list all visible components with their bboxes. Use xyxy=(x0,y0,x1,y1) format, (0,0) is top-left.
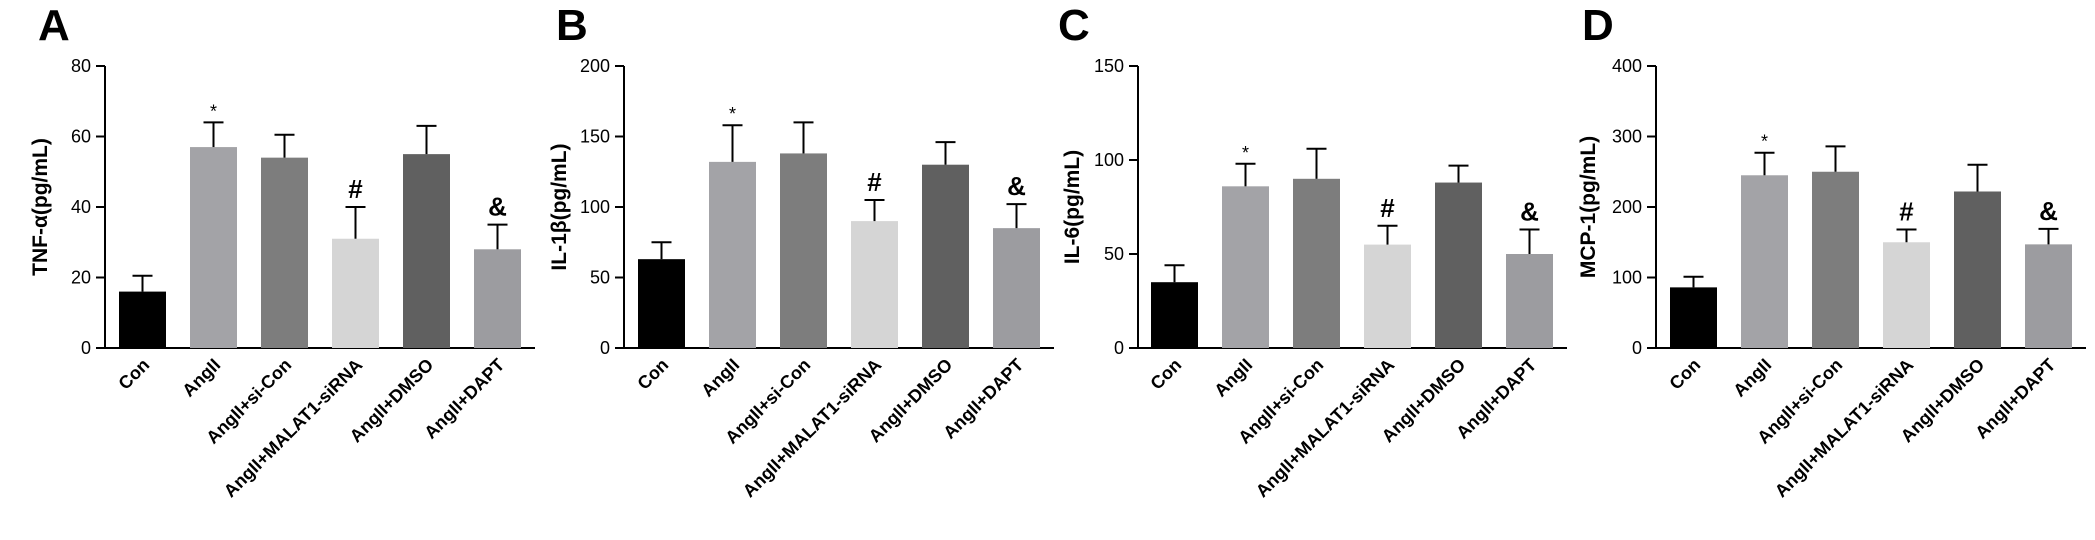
bar xyxy=(1670,287,1717,348)
significance-marker: & xyxy=(1007,171,1026,201)
x-tick-label: AngII+MALAT1-siRNA xyxy=(220,355,366,501)
bar xyxy=(332,238,379,348)
significance-marker: # xyxy=(1380,193,1395,223)
y-tick-label: 50 xyxy=(590,268,610,288)
panel-letter: A xyxy=(38,1,70,50)
y-tick-label: 0 xyxy=(600,338,610,358)
x-tick-label: Con xyxy=(1146,355,1185,394)
x-tick-label: AngII xyxy=(1729,355,1775,401)
bar xyxy=(403,154,450,348)
x-tick-label: AngII xyxy=(178,355,224,401)
x-tick-label: AngII xyxy=(1210,355,1256,401)
y-tick-label: 40 xyxy=(71,197,91,217)
bar xyxy=(1364,244,1411,348)
x-tick-label: Con xyxy=(633,355,672,394)
panel-letter: D xyxy=(1582,1,1614,50)
panel-d: D 0 100 200 300 400 MCP-1(pg/mL) Con * AngIIAngII… xyxy=(1577,1,2086,501)
bar xyxy=(851,221,898,348)
bar xyxy=(1435,182,1482,348)
y-axis-title: IL-1β(pg/mL) xyxy=(548,143,571,270)
panel-letter: B xyxy=(556,1,588,50)
x-tick-label: Con xyxy=(1665,355,1704,394)
y-tick-label: 200 xyxy=(1612,197,1642,217)
significance-marker: & xyxy=(2039,196,2058,226)
y-tick-label: 100 xyxy=(580,197,610,217)
x-tick-label: AngII xyxy=(697,355,743,401)
y-axis-title: IL-6(pg/mL) xyxy=(1061,150,1084,264)
bar xyxy=(190,147,237,348)
y-tick-label: 50 xyxy=(1104,244,1124,264)
significance-marker: # xyxy=(348,174,363,204)
significance-marker: & xyxy=(488,192,507,222)
bar xyxy=(1506,254,1553,348)
bar xyxy=(1741,175,1788,348)
bar xyxy=(1151,282,1198,348)
y-axis-title: MCP-1(pg/mL) xyxy=(1577,136,1600,278)
bar xyxy=(993,228,1040,348)
significance-marker: * xyxy=(1242,143,1249,163)
panel-letter: C xyxy=(1058,1,1090,50)
bar xyxy=(780,153,827,348)
bar xyxy=(922,164,969,348)
bar xyxy=(474,249,521,348)
panel-a: A020406080TNF-α(pg/mL)Con*AngIIAngII+si-… xyxy=(29,1,535,501)
significance-marker: # xyxy=(1899,197,1914,227)
bar xyxy=(1222,186,1269,348)
bar xyxy=(1883,242,1930,348)
bar xyxy=(261,157,308,348)
significance-marker: * xyxy=(210,101,217,121)
x-tick-label: AngII+MALAT1-siRNA xyxy=(1252,355,1398,501)
x-tick-label: AngII+MALAT1-siRNA xyxy=(1771,355,1917,501)
y-tick-label: 20 xyxy=(71,268,91,288)
bar xyxy=(709,161,756,348)
y-tick-label: 100 xyxy=(1094,150,1124,170)
panel-b: B 0 50 100 150 200 IL-1β(pg/mL) Con * AngIIAngII+… xyxy=(548,1,1054,501)
y-tick-label: 80 xyxy=(71,56,91,76)
y-tick-label: 400 xyxy=(1612,56,1642,76)
bar xyxy=(2025,244,2072,348)
y-tick-label: 0 xyxy=(81,338,91,358)
y-tick-label: 0 xyxy=(1114,338,1124,358)
bar xyxy=(638,259,685,348)
y-tick-label: 60 xyxy=(71,127,91,147)
significance-marker: # xyxy=(867,167,882,197)
x-tick-label: Con xyxy=(114,355,153,394)
significance-marker: * xyxy=(729,104,736,124)
significance-marker: & xyxy=(1520,197,1539,227)
x-tick-label: AngII+MALAT1-siRNA xyxy=(739,355,885,501)
y-tick-label: 100 xyxy=(1612,268,1642,288)
bar xyxy=(1954,191,2001,348)
y-tick-label: 0 xyxy=(1632,338,1642,358)
bar xyxy=(119,291,166,348)
significance-marker: * xyxy=(1761,132,1768,152)
bar xyxy=(1293,178,1340,348)
panel-c: C050100150IL-6(pg/mL)Con*AngIIAngII+si-C… xyxy=(1058,1,1567,501)
y-tick-label: 150 xyxy=(580,127,610,147)
bar xyxy=(1812,171,1859,348)
y-tick-label: 200 xyxy=(580,56,610,76)
y-tick-label: 150 xyxy=(1094,56,1124,76)
y-axis-title: TNF-α(pg/mL) xyxy=(29,138,52,276)
y-tick-label: 300 xyxy=(1612,127,1642,147)
